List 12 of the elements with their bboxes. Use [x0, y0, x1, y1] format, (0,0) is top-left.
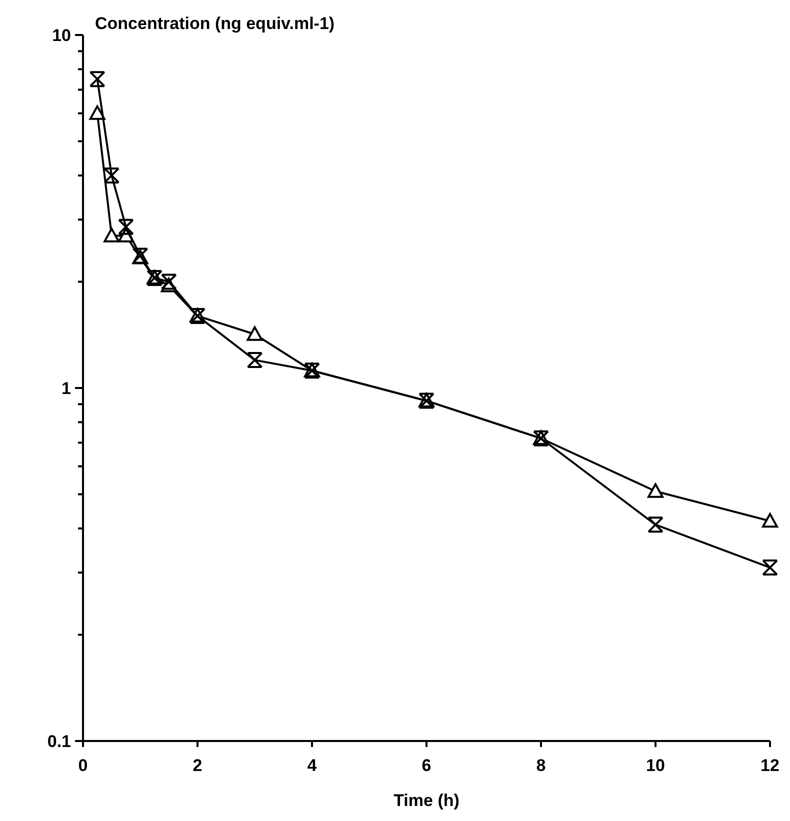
x-tick-label: 6 — [422, 756, 432, 775]
x-axis-title: Time (h) — [394, 791, 460, 810]
x-tick-label: 4 — [307, 756, 318, 775]
x-tick-label: 12 — [760, 756, 780, 775]
x-tick-label: 8 — [536, 756, 546, 775]
y-tick-label: 1 — [62, 379, 71, 398]
y-tick-label: 10 — [52, 26, 71, 45]
y-axis-title: Concentration (ng equiv.ml-1) — [95, 14, 335, 33]
x-tick-label: 10 — [646, 756, 665, 775]
x-tick-label: 2 — [192, 756, 202, 775]
x-tick-label: 0 — [78, 756, 88, 775]
y-tick-label: 0.1 — [47, 732, 71, 751]
